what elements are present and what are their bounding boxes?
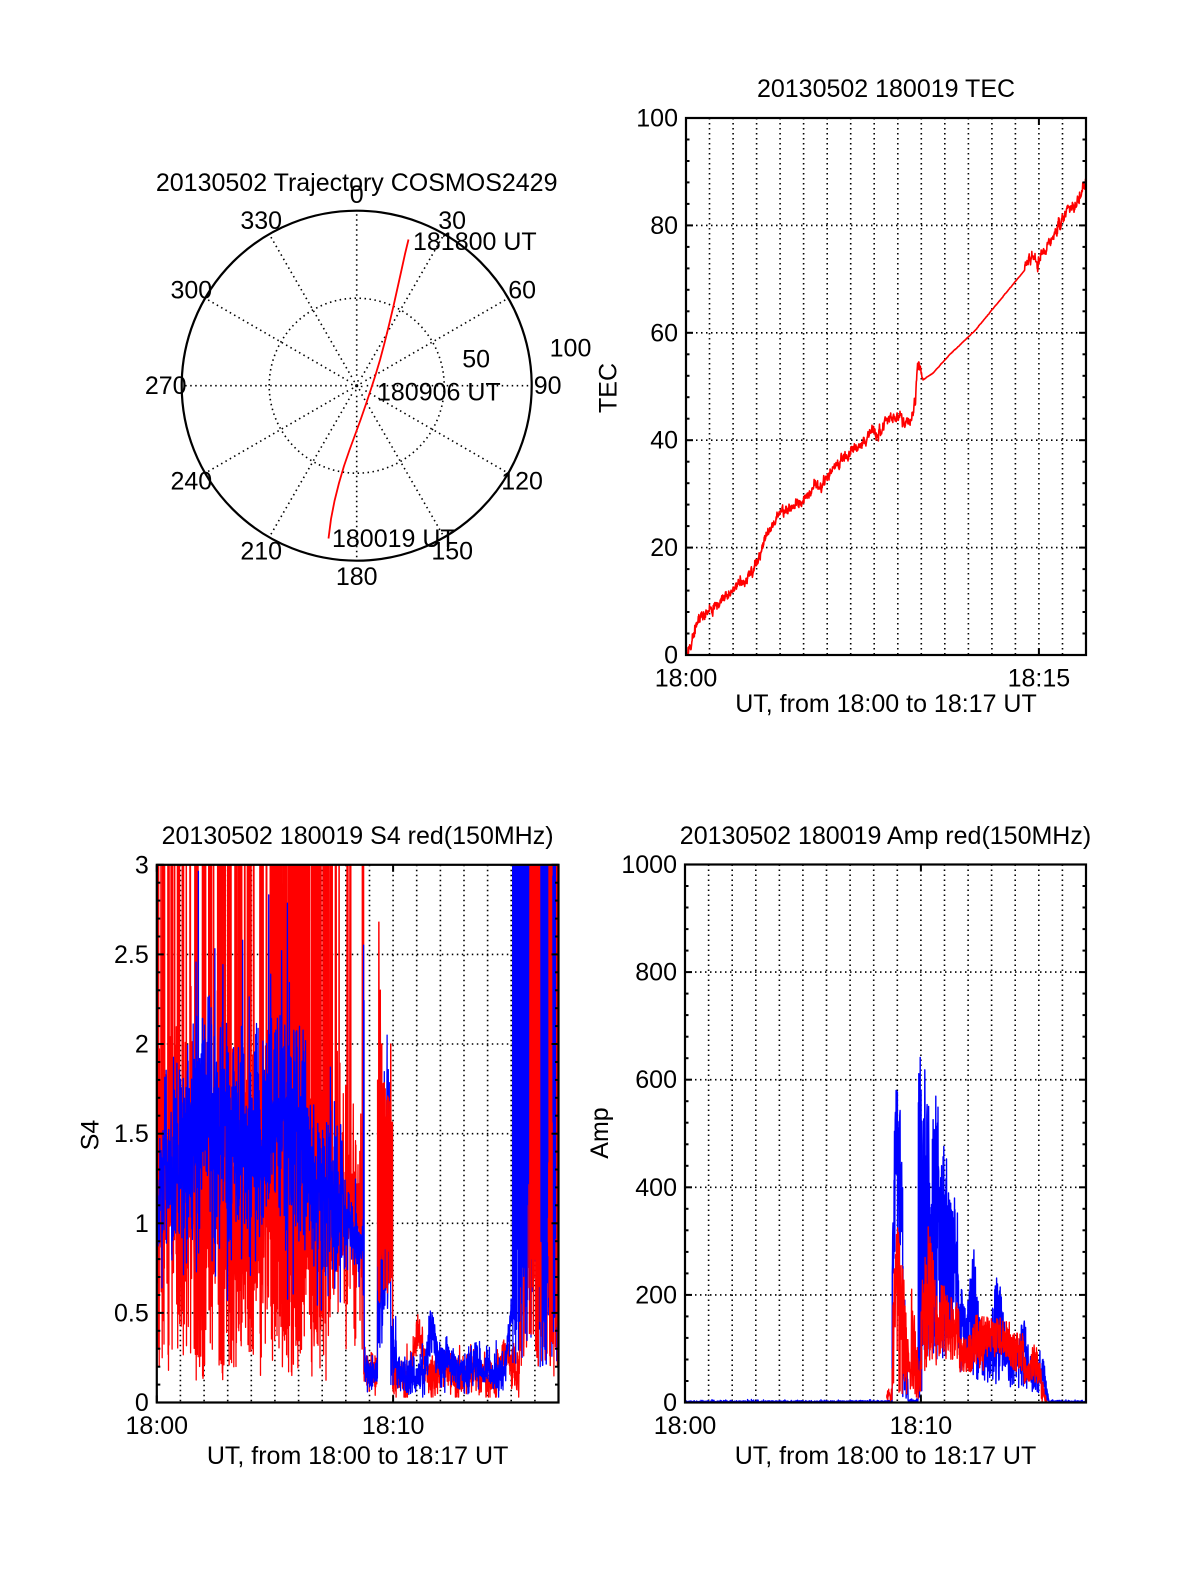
svg-text:210: 210 — [240, 538, 282, 566]
svg-text:50: 50 — [462, 346, 490, 374]
svg-text:800: 800 — [635, 959, 677, 987]
svg-text:20130502 Trajectory COSMOS2429: 20130502 Trajectory COSMOS2429 — [156, 169, 558, 197]
svg-text:18:00: 18:00 — [126, 1412, 189, 1440]
svg-text:1000: 1000 — [621, 851, 677, 879]
svg-text:240: 240 — [170, 468, 212, 496]
svg-text:200: 200 — [635, 1281, 677, 1309]
svg-text:180906 UT: 180906 UT — [377, 379, 501, 407]
svg-text:270: 270 — [145, 372, 187, 400]
svg-text:100: 100 — [550, 335, 592, 363]
svg-text:1: 1 — [135, 1210, 149, 1238]
svg-text:20130502 180019 TEC: 20130502 180019 TEC — [757, 75, 1015, 103]
svg-text:18:10: 18:10 — [362, 1412, 425, 1440]
svg-text:0.5: 0.5 — [114, 1299, 149, 1327]
svg-text:60: 60 — [650, 319, 678, 347]
svg-text:Amp: Amp — [586, 1107, 614, 1158]
svg-text:UT, from 18:00 to 18:17 UT: UT, from 18:00 to 18:17 UT — [735, 1442, 1037, 1470]
svg-text:80: 80 — [650, 212, 678, 240]
svg-text:40: 40 — [650, 427, 678, 455]
svg-text:600: 600 — [635, 1066, 677, 1094]
svg-text:0: 0 — [663, 1389, 677, 1417]
svg-text:20130502 180019 S4 red(150MHz): 20130502 180019 S4 red(150MHz) — [162, 822, 554, 850]
svg-text:60: 60 — [508, 277, 536, 305]
svg-text:400: 400 — [635, 1174, 677, 1202]
svg-text:TEC: TEC — [595, 363, 623, 413]
svg-text:30: 30 — [438, 207, 466, 235]
svg-text:18:15: 18:15 — [1008, 665, 1071, 693]
svg-text:330: 330 — [240, 207, 282, 235]
svg-text:UT, from 18:00 to 18:17 UT: UT, from 18:00 to 18:17 UT — [735, 690, 1037, 718]
svg-text:100: 100 — [636, 105, 678, 133]
svg-text:18:00: 18:00 — [654, 1412, 717, 1440]
svg-text:2: 2 — [135, 1031, 149, 1059]
svg-text:20: 20 — [650, 534, 678, 562]
svg-text:UT, from 18:00 to 18:17 UT: UT, from 18:00 to 18:17 UT — [207, 1442, 509, 1470]
svg-text:180019 UT: 180019 UT — [332, 525, 456, 553]
svg-text:1.5: 1.5 — [114, 1120, 149, 1148]
svg-text:3: 3 — [135, 851, 149, 879]
svg-text:0: 0 — [664, 642, 678, 670]
svg-text:181800 UT: 181800 UT — [413, 228, 537, 256]
svg-text:2.5: 2.5 — [114, 941, 149, 969]
svg-text:0: 0 — [350, 181, 364, 209]
svg-text:20130502 180019 Amp red(150MHz: 20130502 180019 Amp red(150MHz) — [680, 822, 1091, 850]
svg-text:300: 300 — [170, 277, 212, 305]
svg-text:120: 120 — [501, 468, 543, 496]
svg-text:18:00: 18:00 — [655, 665, 718, 693]
svg-text:90: 90 — [534, 372, 562, 400]
svg-text:0: 0 — [135, 1389, 149, 1417]
svg-text:18:10: 18:10 — [890, 1412, 953, 1440]
svg-text:180: 180 — [336, 563, 378, 591]
svg-text:150: 150 — [431, 538, 473, 566]
svg-text:S4: S4 — [77, 1120, 105, 1151]
